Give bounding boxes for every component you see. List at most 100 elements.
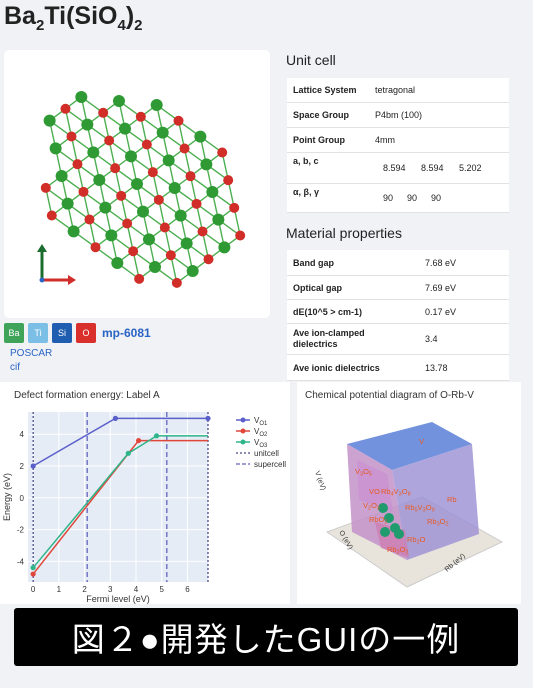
ba-atom xyxy=(150,98,163,111)
ba-atom xyxy=(137,205,149,218)
y-tick-label: 4 xyxy=(20,430,25,439)
x-tick-label: 6 xyxy=(185,585,190,594)
table-row: Space Group P4bm (100) xyxy=(287,103,509,128)
cif-download-link[interactable]: cif xyxy=(10,362,20,373)
o-atom xyxy=(128,246,139,257)
x-tick-label: 4 xyxy=(134,585,139,594)
ba-atom xyxy=(55,170,68,182)
axes-indicator xyxy=(37,244,76,285)
x-tick-label: 1 xyxy=(57,585,62,594)
ba-atom xyxy=(143,233,155,246)
x-tick-label: 3 xyxy=(108,585,113,594)
o-atom xyxy=(66,131,77,142)
o-atom xyxy=(116,190,127,201)
ba-atom xyxy=(49,142,62,155)
plot-area xyxy=(28,412,208,582)
table-row: Ave ionic dielectrics 13.78 xyxy=(287,355,509,381)
o-atom xyxy=(46,210,57,221)
defect-plot-title: Defect formation energy: Label A xyxy=(14,390,160,401)
chemical-potential-diagram[interactable]: Chemical potential diagram of O-Rb-V V Rb V… xyxy=(297,382,521,604)
ba-atom xyxy=(61,197,74,210)
ba-atom xyxy=(119,122,131,135)
ba-atom xyxy=(67,225,80,238)
equilibrium-point xyxy=(384,513,394,523)
poscar-download-link[interactable]: POSCAR xyxy=(10,348,53,359)
axis-label-v: V (eV) xyxy=(313,470,326,491)
o-atom xyxy=(98,107,109,118)
region-label-v: V xyxy=(419,437,424,446)
element-chip-o[interactable]: O xyxy=(76,323,96,343)
o-atom xyxy=(141,139,152,150)
o-atom xyxy=(217,147,228,158)
region-label-vo: VO xyxy=(369,487,380,496)
o-atom xyxy=(40,182,51,193)
table-row: Band gap 7.68 eV xyxy=(287,250,509,276)
ba-atom xyxy=(200,158,213,171)
element-chip-ba[interactable]: Ba xyxy=(4,323,24,343)
region-V3O5 xyxy=(357,460,393,512)
o-atom xyxy=(229,202,240,213)
region-label-rb4v3o8: Rb4V3O8 xyxy=(381,487,411,498)
ba-atom xyxy=(162,154,175,167)
x-axis-label: Fermi level (eV) xyxy=(86,594,150,604)
table-row: Point Group 4mm xyxy=(287,128,509,153)
ba-atom xyxy=(113,94,125,107)
ba-atom xyxy=(186,265,199,278)
ba-atom xyxy=(87,146,100,159)
o-atom xyxy=(110,163,121,174)
material-properties-table: Band gap 7.68 eV Optical gap 7.69 eV dE(… xyxy=(287,250,509,381)
region-Rb xyxy=(392,444,479,560)
o-atom xyxy=(173,115,184,126)
ba-atom xyxy=(81,118,94,131)
o-atom xyxy=(104,135,115,146)
ba-atom xyxy=(206,186,219,198)
material-properties-heading: Material properties xyxy=(286,225,402,241)
y-tick-label: 0 xyxy=(20,494,25,503)
legend-label: unitcell xyxy=(254,449,279,458)
x-tick-label: 5 xyxy=(159,585,164,594)
ba-atom xyxy=(131,178,143,190)
region-label-rb5v3o9: Rb5V3O9 xyxy=(405,503,435,514)
legend-label: VO3 xyxy=(254,438,268,449)
o-atom xyxy=(60,103,71,114)
o-atom xyxy=(191,198,202,209)
data-point xyxy=(30,463,36,469)
x-tick-label: 0 xyxy=(31,585,36,594)
equilibrium-point xyxy=(378,503,388,513)
table-row: Lattice System tetragonal xyxy=(287,78,509,103)
defect-formation-chart[interactable]: Defect formation energy: Label A 0 1 2 3 4 5 6 -… xyxy=(0,382,290,604)
o-atom xyxy=(122,218,133,229)
chemical-potential-plot[interactable]: Chemical potential diagram of O-Rb-V V Rb V… xyxy=(297,382,521,604)
ba-atom xyxy=(174,209,187,222)
ba-atom xyxy=(105,229,118,242)
equilibrium-point xyxy=(380,527,390,537)
element-chip-si[interactable]: Si xyxy=(52,323,72,343)
ba-atom xyxy=(75,90,88,103)
table-row: dE(10^5 > cm-1) 0.17 eV xyxy=(287,300,509,324)
crystal-atoms xyxy=(40,90,246,288)
o-atom xyxy=(185,171,196,182)
o-atom xyxy=(147,167,158,178)
table-row: Ave ion-clamped dielectrics 3.4 xyxy=(287,324,509,355)
data-point xyxy=(205,415,211,421)
region-label-v3o5: V3O5 xyxy=(355,467,372,478)
crystal-structure-viewer[interactable] xyxy=(4,50,270,318)
chem-plot-title: Chemical potential diagram of O-Rb-V xyxy=(305,390,474,401)
equilibrium-point xyxy=(394,529,404,539)
defect-formation-plot[interactable]: Defect formation energy: Label A 0 1 2 3 4 5 6 -… xyxy=(0,382,290,604)
ba-atom xyxy=(156,126,169,139)
region-label-rb2o: Rb2O xyxy=(407,535,426,546)
ba-atom xyxy=(99,201,112,214)
ba-atom xyxy=(194,130,207,143)
crystal-structure-render[interactable] xyxy=(4,50,270,318)
region-label-rb2o2: Rb2O2 xyxy=(387,545,409,556)
material-id-link[interactable]: mp-6081 xyxy=(102,326,151,340)
o-atom xyxy=(159,222,170,233)
data-point xyxy=(112,415,119,421)
y-tick-label: -4 xyxy=(17,557,25,566)
o-atom xyxy=(223,175,234,186)
element-chip-ti[interactable]: Ti xyxy=(28,323,48,343)
element-list: Ba Ti Si O mp-6081 xyxy=(4,323,151,343)
data-point xyxy=(30,565,36,571)
